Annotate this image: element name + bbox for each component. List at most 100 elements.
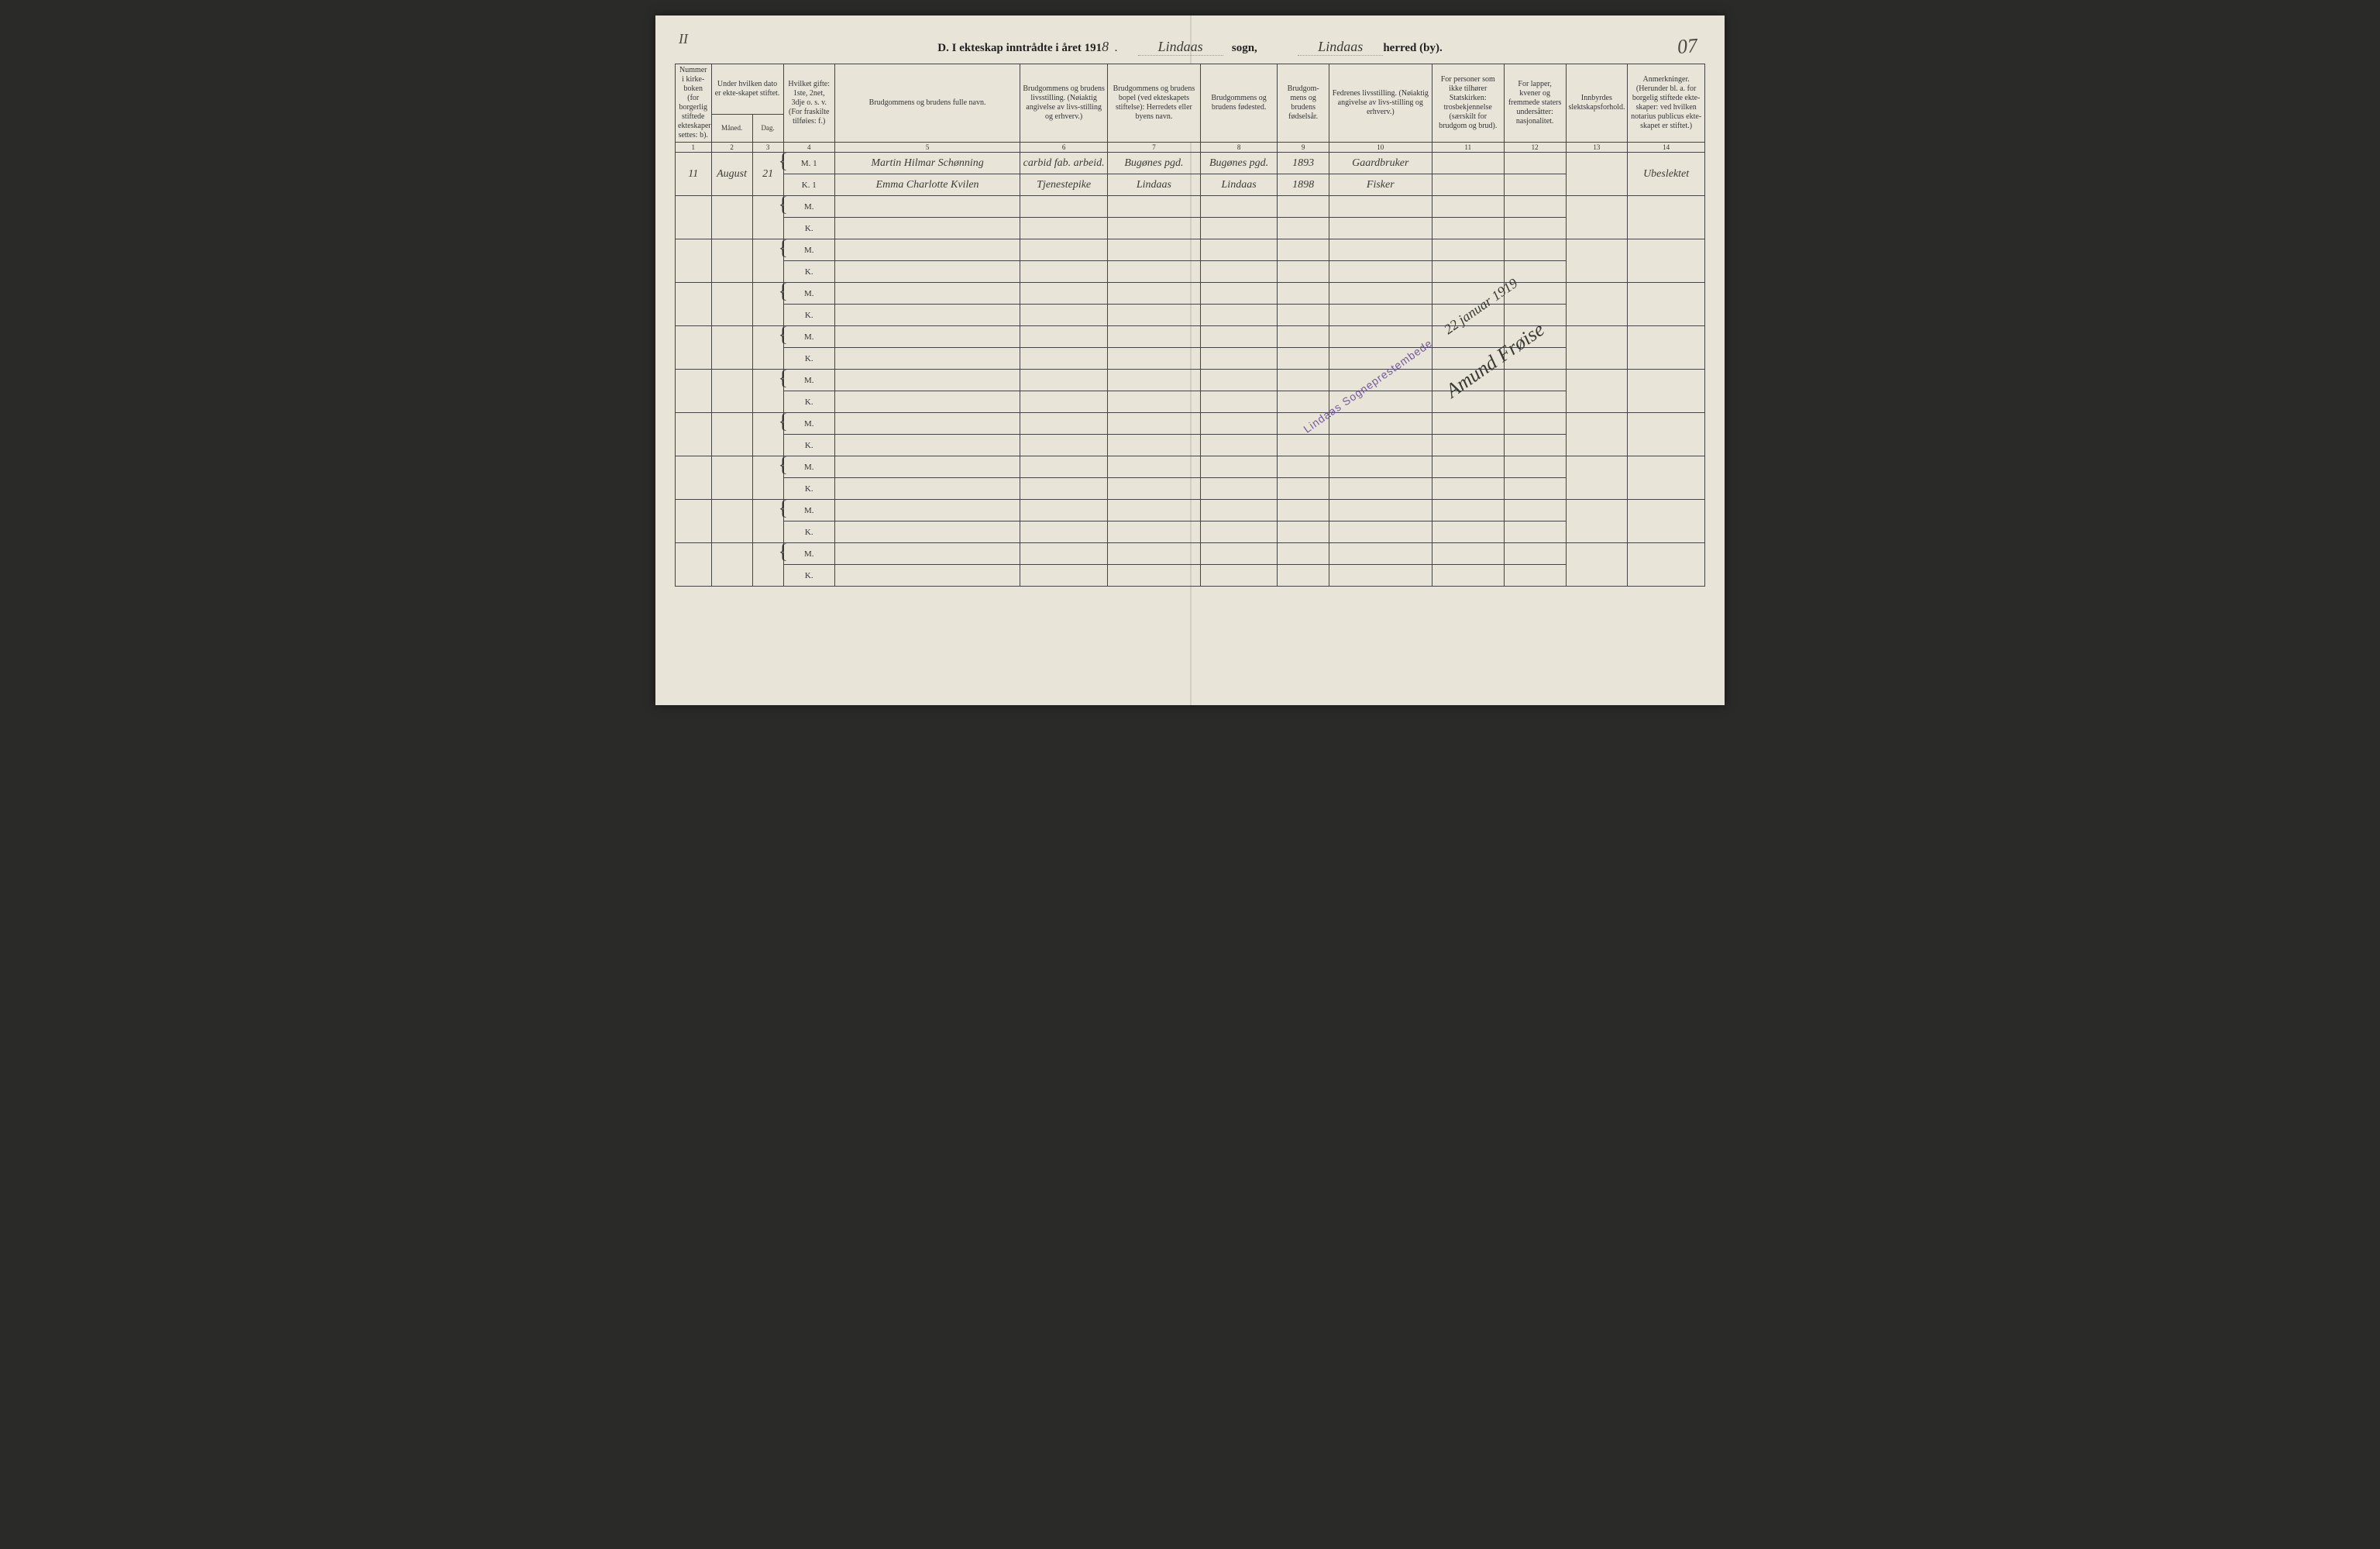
title-year-digit: 8 [1102,39,1109,54]
blank [1200,348,1278,370]
groom-name: Martin Hilmar Schønning [834,153,1020,174]
groom-tros [1432,153,1504,174]
blank [1628,456,1705,500]
blank [1329,413,1432,435]
mk-label: K. [783,521,834,543]
blank [834,521,1020,543]
mk-label: M. [783,370,834,391]
blank [1108,500,1201,521]
bride-fedrenes: Fisker [1329,174,1432,196]
mk-label: M. [783,196,834,218]
blank [1504,478,1566,500]
blank [1278,326,1329,348]
blank [1329,565,1432,587]
bride-fodested: Lindaas [1200,174,1278,196]
col-subheader-dag: Dag. [752,115,783,143]
mk-label: K. [783,348,834,370]
col-header: Nummer i kirke-boken (for borgerlig stif… [676,64,712,143]
blank-row: K. [676,435,1705,456]
title-prefix: I ekteskap inntrådte i året 191 [952,42,1102,54]
groom-livsstilling: carbid fab. arbeid. [1020,153,1108,174]
blank [1278,521,1329,543]
blank [1432,565,1504,587]
blank [1200,196,1278,218]
blank [1020,543,1108,565]
entry-row-groom: 11August21M. 1Martin Hilmar Schønningcar… [676,153,1705,174]
mk-label: M. 1 [783,153,834,174]
col-subheader-maaned: Måned. [711,115,752,143]
blank [1329,456,1432,478]
blank [1504,456,1566,478]
blank [1020,261,1108,283]
blank [1278,456,1329,478]
blank [1108,478,1201,500]
blank [1278,218,1329,239]
blank [676,370,712,413]
blank [1504,565,1566,587]
col-header: For personer som ikke tilhører Statskirk… [1432,64,1504,143]
blank [834,391,1020,413]
bride-name: Emma Charlotte Kvilen [834,174,1020,196]
bride-livsstilling: Tjenestepike [1020,174,1108,196]
blank [1108,218,1201,239]
bride-nasj [1504,174,1566,196]
blank [1628,283,1705,326]
blank [1566,326,1628,370]
blank [711,456,752,500]
blank [1108,543,1201,565]
mk-label: M. [783,543,834,565]
blank [1108,565,1201,587]
sogn-label: sogn, [1232,42,1257,54]
blank [1278,478,1329,500]
blank [1329,218,1432,239]
groom-fedrenes: Gaardbruker [1329,153,1432,174]
blank [1432,413,1504,435]
blank [1566,543,1628,587]
blank [1108,521,1201,543]
blank [1329,543,1432,565]
blank [1504,500,1566,521]
blank-row: K. [676,305,1705,326]
mk-label: K. [783,565,834,587]
blank [1432,261,1504,283]
col-num: 5 [834,143,1020,153]
blank [834,239,1020,261]
blank [1200,283,1278,305]
blank [1566,413,1628,456]
blank-row: K. [676,565,1705,587]
blank [1566,283,1628,326]
blank [1200,478,1278,500]
blank [1200,218,1278,239]
mk-label: K. [783,391,834,413]
col-header: Under hvilken dato er ekte-skapet stifte… [711,64,783,115]
col-header: For lapper, kvener og fremmede staters u… [1504,64,1566,143]
blank [1108,348,1201,370]
blank [1278,261,1329,283]
blank [1329,500,1432,521]
groom-nasj [1504,153,1566,174]
blank [676,239,712,283]
blank [1628,370,1705,413]
blank [834,283,1020,305]
mk-label: K. [783,305,834,326]
blank [1200,239,1278,261]
blank [1566,196,1628,239]
register-table: Nummer i kirke-boken (for borgerlig stif… [675,64,1705,587]
blank-row: K. [676,261,1705,283]
blank [1278,305,1329,326]
blank [1020,435,1108,456]
mk-label: K. [783,435,834,456]
blank-row: K. [676,478,1705,500]
blank [676,196,712,239]
blank [1504,543,1566,565]
blank [711,326,752,370]
blank-row: M. [676,500,1705,521]
blank [1108,435,1201,456]
blank [834,456,1020,478]
blank [1278,239,1329,261]
blank [1504,413,1566,435]
col-num: 12 [1504,143,1566,153]
blank-row: M. [676,370,1705,391]
blank [1108,456,1201,478]
col-header: Fedrenes livsstilling. (Nøiaktig angivel… [1329,64,1432,143]
